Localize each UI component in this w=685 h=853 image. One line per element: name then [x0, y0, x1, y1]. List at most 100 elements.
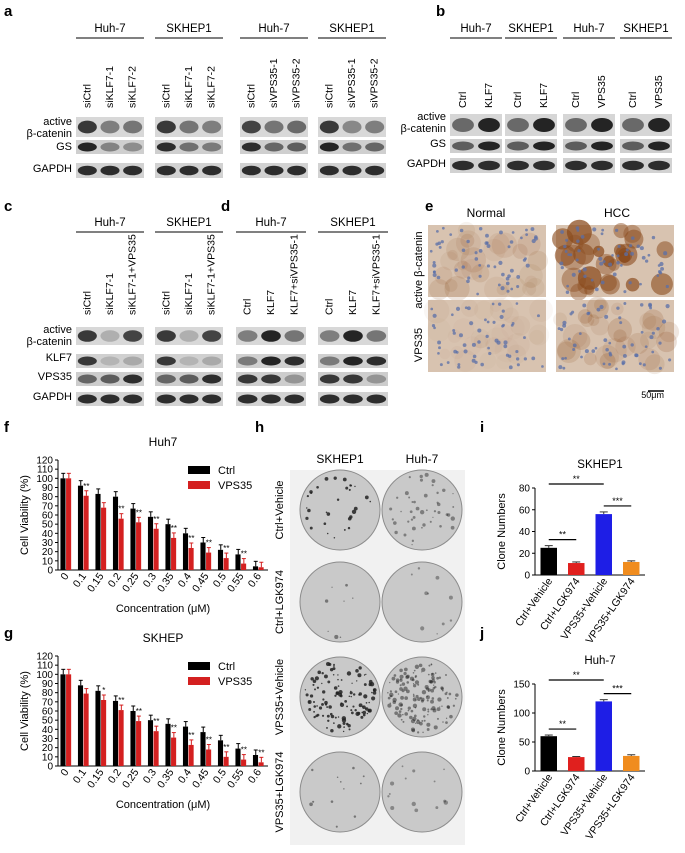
y-axis-label: Clone Numbers — [496, 689, 508, 766]
bar-vps35 — [83, 693, 89, 766]
y-tick-label: 40 — [42, 529, 54, 540]
colony — [425, 509, 428, 512]
ihc-stain-spot — [656, 241, 674, 259]
colony — [324, 700, 328, 705]
significance-mark: *** — [612, 684, 623, 694]
ihc-nucleus — [433, 270, 436, 274]
colony — [412, 697, 417, 702]
bar-vps35-vehicle — [595, 514, 612, 575]
panel-label-j: j — [479, 625, 484, 642]
ihc-nucleus — [432, 313, 437, 318]
ihc-nucleus — [616, 261, 620, 265]
colony — [445, 721, 448, 724]
colony — [411, 526, 416, 531]
band — [202, 330, 222, 342]
colony — [342, 477, 347, 482]
colony — [454, 697, 457, 700]
colony — [337, 724, 342, 729]
band — [452, 117, 474, 133]
band — [366, 394, 387, 404]
bar-vps35 — [258, 762, 264, 766]
colony — [438, 676, 442, 679]
ihc-nucleus — [497, 283, 501, 287]
ihc-stain-spot — [471, 264, 490, 283]
colony — [351, 682, 353, 684]
ihc-nucleus — [497, 302, 502, 306]
colony — [352, 705, 355, 708]
colony — [415, 694, 419, 698]
colony — [328, 662, 332, 666]
significance-mark: ** — [136, 707, 142, 716]
lane-label-siklf7-1-vps35: siKLF7-1+VPS35 — [127, 234, 139, 315]
colony — [436, 676, 439, 680]
colony — [395, 678, 400, 682]
ihc-nucleus — [469, 321, 474, 326]
colony — [437, 697, 442, 702]
ihc-nucleus — [598, 256, 603, 261]
colony — [422, 707, 427, 712]
colony — [312, 800, 315, 803]
colony — [389, 507, 393, 511]
colony — [347, 526, 351, 530]
ihc-nucleus — [432, 263, 437, 268]
colony — [414, 680, 420, 685]
colony — [363, 683, 367, 686]
colony — [352, 693, 356, 696]
significance-mark: ** — [83, 482, 89, 491]
lane-label-klf7: KLF7 — [483, 83, 495, 108]
band — [284, 394, 305, 404]
band — [319, 356, 340, 366]
y-tick-label: 150 — [513, 680, 530, 691]
colony — [350, 709, 353, 712]
colony — [394, 711, 398, 715]
colony — [337, 674, 339, 676]
colony — [394, 530, 398, 535]
band — [533, 160, 555, 171]
ihc-nucleus — [464, 306, 468, 310]
colony — [418, 663, 423, 668]
ihc-nucleus — [505, 281, 510, 286]
colony — [356, 680, 358, 682]
bar-vps35 — [241, 759, 247, 766]
colony — [352, 597, 354, 599]
colony — [423, 493, 428, 498]
colony — [452, 506, 455, 508]
bar-vps35 — [136, 721, 142, 766]
ihc-nucleus — [594, 287, 599, 292]
y-axis-label: Cell Viability (%) — [19, 671, 31, 751]
band — [452, 160, 474, 171]
band — [622, 141, 644, 151]
cell-line-label-skhep1: SKHEP1 — [623, 23, 668, 35]
panel-label-d: d — [221, 198, 230, 215]
row-label-gapdh: GAPDH — [33, 391, 72, 403]
significance-mark: ** — [241, 550, 247, 559]
ihc-nucleus — [530, 227, 535, 231]
colony — [360, 715, 364, 719]
bar-ctrl — [95, 690, 101, 766]
ihc-nucleus — [525, 263, 530, 268]
panel-d-western-blot: Huh-7 Ctrl KLF7 KLF7+siVPS35-1 SKHEP1 Ctrl KLF… — [236, 217, 388, 406]
ihc-stain-spot — [453, 260, 472, 279]
colony — [398, 702, 403, 707]
ihc-tile — [556, 300, 674, 372]
bar-ctrl — [77, 485, 84, 570]
lane-label-ctrl: Ctrl — [512, 92, 524, 108]
colony — [317, 670, 322, 675]
bar-vps35 — [101, 700, 107, 766]
colony — [422, 523, 426, 527]
colony — [389, 681, 391, 684]
colony — [403, 667, 408, 672]
ihc-nucleus — [438, 346, 441, 350]
ihc-nucleus — [478, 274, 482, 278]
band — [648, 141, 670, 151]
band — [319, 330, 340, 342]
ihc-nucleus — [572, 348, 576, 352]
band — [156, 142, 176, 152]
colony — [397, 693, 400, 695]
ihc-nucleus — [560, 230, 564, 234]
bar-ctrl — [235, 554, 241, 570]
band — [100, 142, 120, 152]
ihc-stain-spot — [434, 266, 453, 285]
colony — [334, 694, 337, 697]
